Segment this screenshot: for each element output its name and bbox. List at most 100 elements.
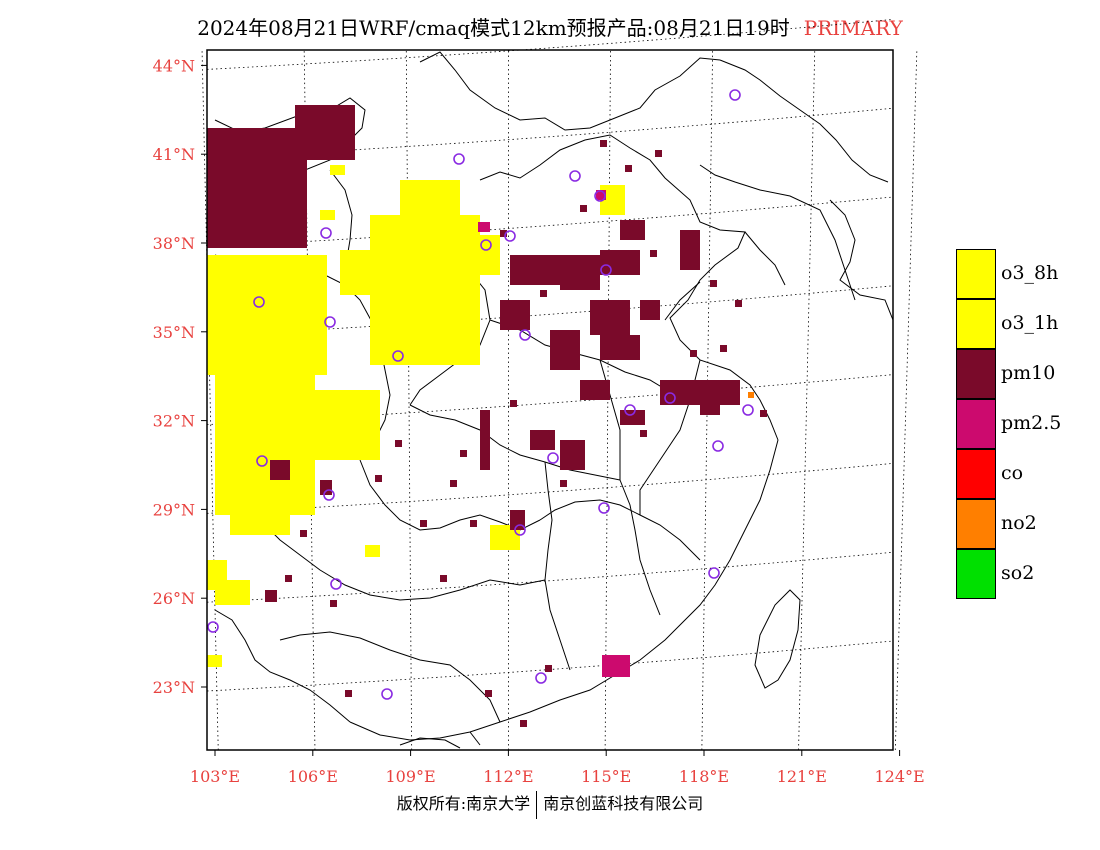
legend-label: o3_1h xyxy=(1001,312,1059,334)
copyright-text: 版权所有:南京大学 xyxy=(396,794,531,813)
pollution-speck xyxy=(500,230,507,237)
pollution-cell xyxy=(620,410,645,425)
meridian-line xyxy=(798,49,816,751)
pollution-speck xyxy=(285,575,292,582)
boundary-line xyxy=(419,51,721,131)
parallel-line xyxy=(206,640,894,692)
station-marker xyxy=(712,440,724,452)
pollution-cell xyxy=(230,515,290,535)
station-marker xyxy=(569,170,581,182)
pollution-speck xyxy=(720,345,727,352)
legend-label: o3_8h xyxy=(1001,262,1059,284)
parallel-line xyxy=(206,19,894,70)
station-marker xyxy=(594,190,606,202)
pollution-speck xyxy=(600,140,607,147)
pollution-cell xyxy=(620,220,645,240)
pollution-speck xyxy=(300,530,307,537)
meridian-line xyxy=(405,49,413,751)
lon-tick-label: 103°E xyxy=(190,767,240,786)
station-marker xyxy=(320,227,332,239)
parallel-line xyxy=(206,463,894,514)
pollution-cell xyxy=(600,250,640,275)
pollution-speck xyxy=(735,300,742,307)
boundary-line xyxy=(719,59,889,183)
pollution-cell xyxy=(207,128,307,248)
boundary-line xyxy=(279,631,501,723)
boundary-line xyxy=(664,281,701,321)
pollution-speck xyxy=(375,475,382,482)
lat-tick-label: 26°N xyxy=(153,589,195,608)
station-marker xyxy=(624,404,636,416)
pollution-cell xyxy=(310,390,380,460)
footer: 版权所有:南京大学 南京创蓝科技有限公司 xyxy=(0,790,1100,819)
station-marker xyxy=(381,688,393,700)
legend-label: co xyxy=(1001,462,1024,484)
station-marker xyxy=(207,621,219,633)
station-marker xyxy=(323,489,335,501)
legend-label: pm10 xyxy=(1001,362,1056,384)
meridian-line xyxy=(894,49,918,751)
lat-tick-label: 32°N xyxy=(153,412,195,431)
pollution-cell xyxy=(700,400,720,415)
pollution-cell xyxy=(290,300,315,370)
station-marker xyxy=(324,316,336,328)
station-marker xyxy=(330,578,342,590)
station-marker xyxy=(664,392,676,404)
province-boundaries xyxy=(214,51,894,749)
latitude-labels: 44°N 41°N 38°N 35°N 32°N 29°N 26°N 23°N xyxy=(153,56,195,697)
no2-speck xyxy=(748,392,754,398)
pollution-cell xyxy=(510,255,560,285)
station-marker xyxy=(600,264,612,276)
station-marker xyxy=(504,230,516,242)
parallel-line xyxy=(206,196,894,248)
pollution-cell xyxy=(207,655,222,667)
pollution-speck xyxy=(345,690,352,697)
pollution-speck xyxy=(520,720,527,727)
boundary-line xyxy=(699,164,856,301)
pollution-speck xyxy=(690,350,697,357)
pollution-cell xyxy=(430,230,470,270)
pollution-cell xyxy=(480,235,500,275)
legend-label: no2 xyxy=(1001,512,1037,534)
pollution-cell xyxy=(215,580,250,605)
parallel-line xyxy=(206,551,894,603)
pollution-cell xyxy=(596,190,606,200)
pollution-speck xyxy=(440,575,447,582)
station-marker xyxy=(256,455,268,467)
boundary-line xyxy=(599,359,621,480)
pollution-cell xyxy=(320,210,335,220)
station-marker xyxy=(519,329,531,341)
boundary-line xyxy=(619,479,661,616)
legend-swatch xyxy=(956,249,996,299)
pollution-speck xyxy=(420,520,427,527)
lat-tick-label: 38°N xyxy=(153,234,195,253)
pollution-cell xyxy=(365,545,380,557)
pollution-cell xyxy=(550,330,580,370)
pollution-speck xyxy=(510,400,517,407)
station-marker xyxy=(253,296,265,308)
station-marker xyxy=(514,524,526,536)
map-frame xyxy=(206,49,894,751)
map-title-text: 2024年08月21日WRF/cmaq模式12km预报产品:08月21日19时 xyxy=(197,16,790,40)
pollution-cell xyxy=(265,590,277,602)
boundary-line xyxy=(469,731,481,746)
pollution-cells xyxy=(207,105,767,727)
legend-label: so2 xyxy=(1001,562,1035,584)
pollution-cell xyxy=(480,410,490,470)
boundary-line xyxy=(359,459,541,531)
lon-tick-label: 115°E xyxy=(581,767,631,786)
pollution-cell xyxy=(560,440,585,470)
boundary-line xyxy=(539,499,701,561)
pollution-speck xyxy=(625,165,632,172)
pollution-speck xyxy=(760,410,767,417)
pollutant-tag: PRIMARY xyxy=(803,16,903,40)
lon-tick-label: 121°E xyxy=(777,767,827,786)
legend-swatch xyxy=(956,449,996,499)
lat-tick-label: 41°N xyxy=(153,145,195,164)
parallel-line xyxy=(206,107,894,159)
pollution-speck xyxy=(330,600,337,607)
pollution-speck xyxy=(560,480,567,487)
station-marker xyxy=(480,239,492,251)
pollution-cell xyxy=(478,222,490,232)
